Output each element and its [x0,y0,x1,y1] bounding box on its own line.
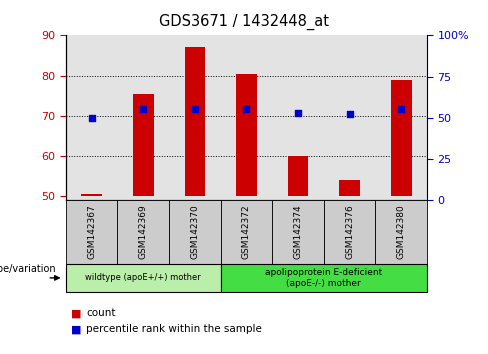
Bar [288,156,308,196]
Text: percentile rank within the sample: percentile rank within the sample [86,324,262,334]
Text: GSM142380: GSM142380 [397,205,406,259]
Text: genotype/variation: genotype/variation [0,264,56,274]
Point [397,107,405,112]
Text: GDS3671 / 1432448_at: GDS3671 / 1432448_at [159,14,329,30]
Point [243,107,250,112]
Text: ■: ■ [71,324,81,334]
Bar [81,194,102,196]
Text: wildtype (apoE+/+) mother: wildtype (apoE+/+) mother [85,273,201,282]
Point [346,112,353,117]
Point [294,110,302,116]
Text: GSM142370: GSM142370 [190,205,200,259]
Bar [375,35,427,200]
Bar [339,180,360,196]
Text: GSM142372: GSM142372 [242,205,251,259]
Bar [169,35,221,200]
Point [191,107,199,112]
Text: GSM142376: GSM142376 [345,205,354,259]
Bar [66,35,118,200]
Bar [118,35,169,200]
Text: GSM142369: GSM142369 [139,205,148,259]
Text: count: count [86,308,116,318]
Text: apolipoprotein E-deficient
(apoE-/-) mother: apolipoprotein E-deficient (apoE-/-) mot… [265,268,383,287]
Text: GSM142374: GSM142374 [293,205,303,259]
Point [140,107,147,112]
Text: GSM142367: GSM142367 [87,205,96,259]
Bar [236,74,257,196]
Bar [272,35,324,200]
Bar [221,35,272,200]
Bar [133,93,154,196]
Bar [391,80,411,196]
Bar [324,35,375,200]
Bar [184,47,205,196]
Text: ■: ■ [71,308,81,318]
Point [88,115,96,120]
